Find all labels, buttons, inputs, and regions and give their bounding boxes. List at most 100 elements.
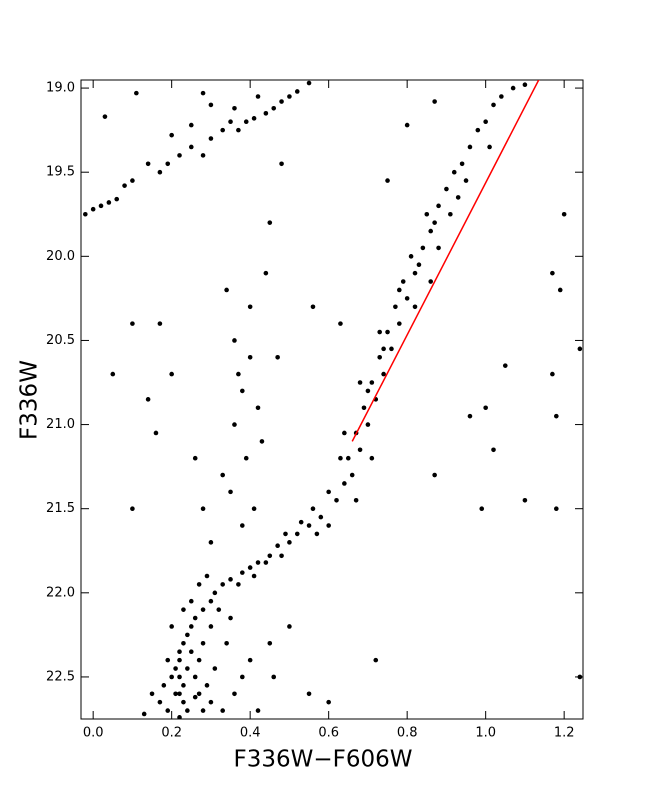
star-point [377,354,382,360]
star-point [561,211,567,217]
star-point [130,506,135,511]
star-point [228,119,233,125]
star-point [169,371,174,377]
star-point [83,211,88,217]
star-point [404,122,410,128]
x-tick-label: 1.0 [475,726,496,741]
star-point [397,321,402,326]
star-point [188,624,194,629]
star-point [220,472,225,478]
star-point [200,506,206,511]
star-point [357,380,363,385]
star-point [232,691,237,697]
y-tick-label: 19.0 [46,81,75,96]
star-point [318,514,324,520]
star-point [483,119,488,125]
star-point [475,127,481,133]
star-point [196,657,202,663]
star-point [455,195,461,200]
x-tick-label: 0.2 [161,726,182,741]
x-axis-label: F336W−F606W [233,747,412,773]
star-point [188,144,194,150]
star-point [255,94,261,99]
star-point [393,304,398,310]
star-point [397,287,402,293]
y-tick-label: 22.0 [46,585,75,600]
star-point [208,624,214,629]
star-point [279,553,284,559]
plot-area [83,80,583,719]
star-point [220,127,225,133]
star-point [338,455,343,461]
star-point [173,666,178,671]
star-point [459,161,465,167]
star-point [491,102,496,108]
star-point [169,624,174,629]
star-point [522,497,528,503]
star-point [196,582,202,587]
star-point [204,573,210,579]
star-point [279,161,284,167]
star-point [432,220,437,225]
star-point [157,321,163,326]
star-point [487,144,492,150]
star-point [208,699,214,705]
star-point [577,346,583,352]
star-point [377,329,382,335]
star-point [177,649,182,655]
star-point [279,99,284,104]
star-point [404,296,410,301]
star-point [294,89,300,94]
star-point [240,388,245,394]
star-point [479,506,485,511]
star-point [177,715,182,719]
star-point [247,304,253,310]
star-point [510,85,516,91]
star-point [208,136,214,141]
star-point [240,674,245,680]
star-point [400,279,406,284]
star-point [369,380,375,385]
star-point [192,615,198,621]
star-point [412,270,418,276]
star-point [444,186,449,192]
star-point [200,153,206,158]
star-point [188,649,194,655]
y-tick-label: 20.5 [46,333,75,348]
star-point [236,127,241,133]
star-point [255,560,261,565]
star-point [326,523,331,528]
star-point [306,523,312,528]
star-point [157,699,163,705]
star-point [275,543,280,549]
star-point [357,447,363,453]
star-point [502,363,508,368]
star-point [228,489,233,495]
star-point [412,304,418,310]
star-point [361,405,367,411]
star-point [185,708,190,713]
star-point [102,114,108,119]
star-point [236,582,241,587]
star-point [263,560,269,565]
star-point [181,607,186,612]
star-point [385,178,390,183]
star-point [192,694,198,700]
fit-line [351,80,540,442]
x-tick-label: 0.4 [240,726,261,741]
star-point [428,228,434,234]
star-point [232,422,237,427]
star-point [243,119,249,125]
star-point [287,540,292,545]
star-point [554,506,559,511]
star-point [153,430,159,436]
star-point [463,178,469,183]
star-point [247,354,253,360]
star-point [228,577,233,582]
star-point [185,666,190,671]
star-point [212,666,218,671]
star-point [251,573,257,579]
star-point [287,94,292,99]
star-point [177,674,182,680]
star-point [251,116,257,121]
